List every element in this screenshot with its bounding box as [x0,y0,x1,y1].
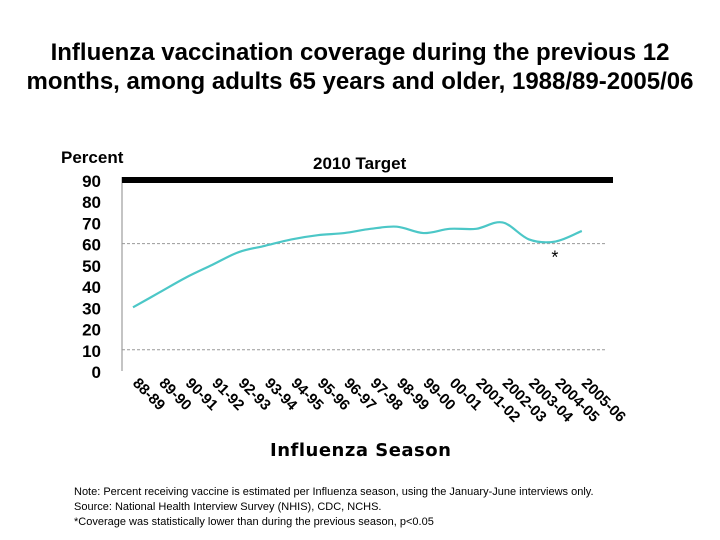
data-point [264,245,266,247]
data-point [343,232,345,234]
target-label: 2010 Target [313,154,407,173]
y-tick-label: 90 [82,172,101,191]
chart-title: Influenza vaccination coverage during th… [26,39,694,95]
data-point [502,221,504,223]
y-tick-label: 50 [82,257,101,276]
coverage-series-line [132,221,583,309]
data-point [581,230,583,232]
data-point [317,234,319,236]
source-line: Source: National Health Interview Survey… [74,501,382,513]
y-tick-label: 10 [82,342,101,361]
y-tick-label: 30 [82,299,101,318]
footnotes: Note: Percent receiving vaccine is estim… [74,485,594,530]
significance-note: *Coverage was statistically lower than d… [74,516,434,528]
data-point [449,228,451,230]
data-point [554,241,556,243]
data-point [528,238,530,240]
y-tick-label: 0 [92,363,101,382]
data-point [158,291,160,293]
data-point [475,228,477,230]
x-axis-label: Influenza Season [270,440,452,461]
y-tick-label: 60 [82,236,101,255]
y-tick-label: 70 [82,214,101,233]
data-point [211,264,213,266]
y-axis-label: Percent [61,148,124,167]
data-point [396,226,398,228]
y-tick-label: 40 [82,278,101,297]
data-point [422,232,424,234]
significance-asterisk: * [551,248,558,268]
data-point [238,251,240,253]
y-tick-label: 80 [82,193,101,212]
data-point [185,277,187,279]
y-tick-label: 20 [82,321,101,340]
data-point [370,228,372,230]
data-point [132,306,134,308]
note-line: Note: Percent receiving vaccine is estim… [74,486,594,498]
data-point [290,238,292,240]
